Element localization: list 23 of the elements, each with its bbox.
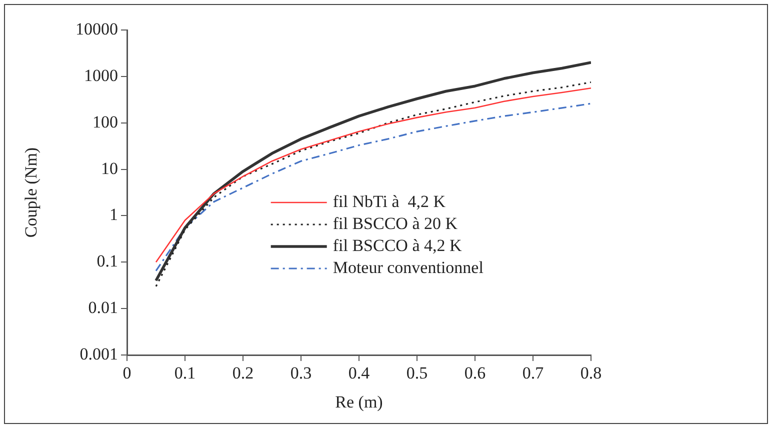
y-tick-label: 1 xyxy=(110,205,118,224)
x-tick-label: 0.2 xyxy=(232,364,254,383)
x-tick-label: 0.8 xyxy=(580,364,602,383)
x-tick-label: 0.5 xyxy=(406,364,428,383)
y-axis-title: Couple (Nm) xyxy=(22,147,41,238)
legend-label: Moteur conventionnel xyxy=(332,258,484,277)
x-tick-label: 0.4 xyxy=(348,364,370,383)
x-axis-title: Re (m) xyxy=(335,392,383,412)
y-tick-label: 0.1 xyxy=(96,252,118,271)
legend-label: fil BSCCO à 4,2 K xyxy=(332,236,462,255)
y-tick-label: 10000 xyxy=(76,19,118,38)
x-tick-label: 0.6 xyxy=(464,364,486,383)
y-tick-label: 0.001 xyxy=(80,344,118,364)
legend-label: fil NbTi à 4,2 K xyxy=(332,192,446,211)
legend-label: fil BSCCO à 20 K xyxy=(332,214,458,233)
y-tick-label: 0.01 xyxy=(88,298,118,318)
x-tick-label: 0.7 xyxy=(522,364,544,383)
x-tick-label: 0.3 xyxy=(290,364,312,383)
y-tick-label: 1000 xyxy=(84,66,118,85)
x-tick-label: 0 xyxy=(122,364,132,383)
y-tick-label: 100 xyxy=(92,112,118,132)
y-tick-label: 10 xyxy=(101,158,118,178)
x-tick-label: 0.1 xyxy=(174,364,196,383)
